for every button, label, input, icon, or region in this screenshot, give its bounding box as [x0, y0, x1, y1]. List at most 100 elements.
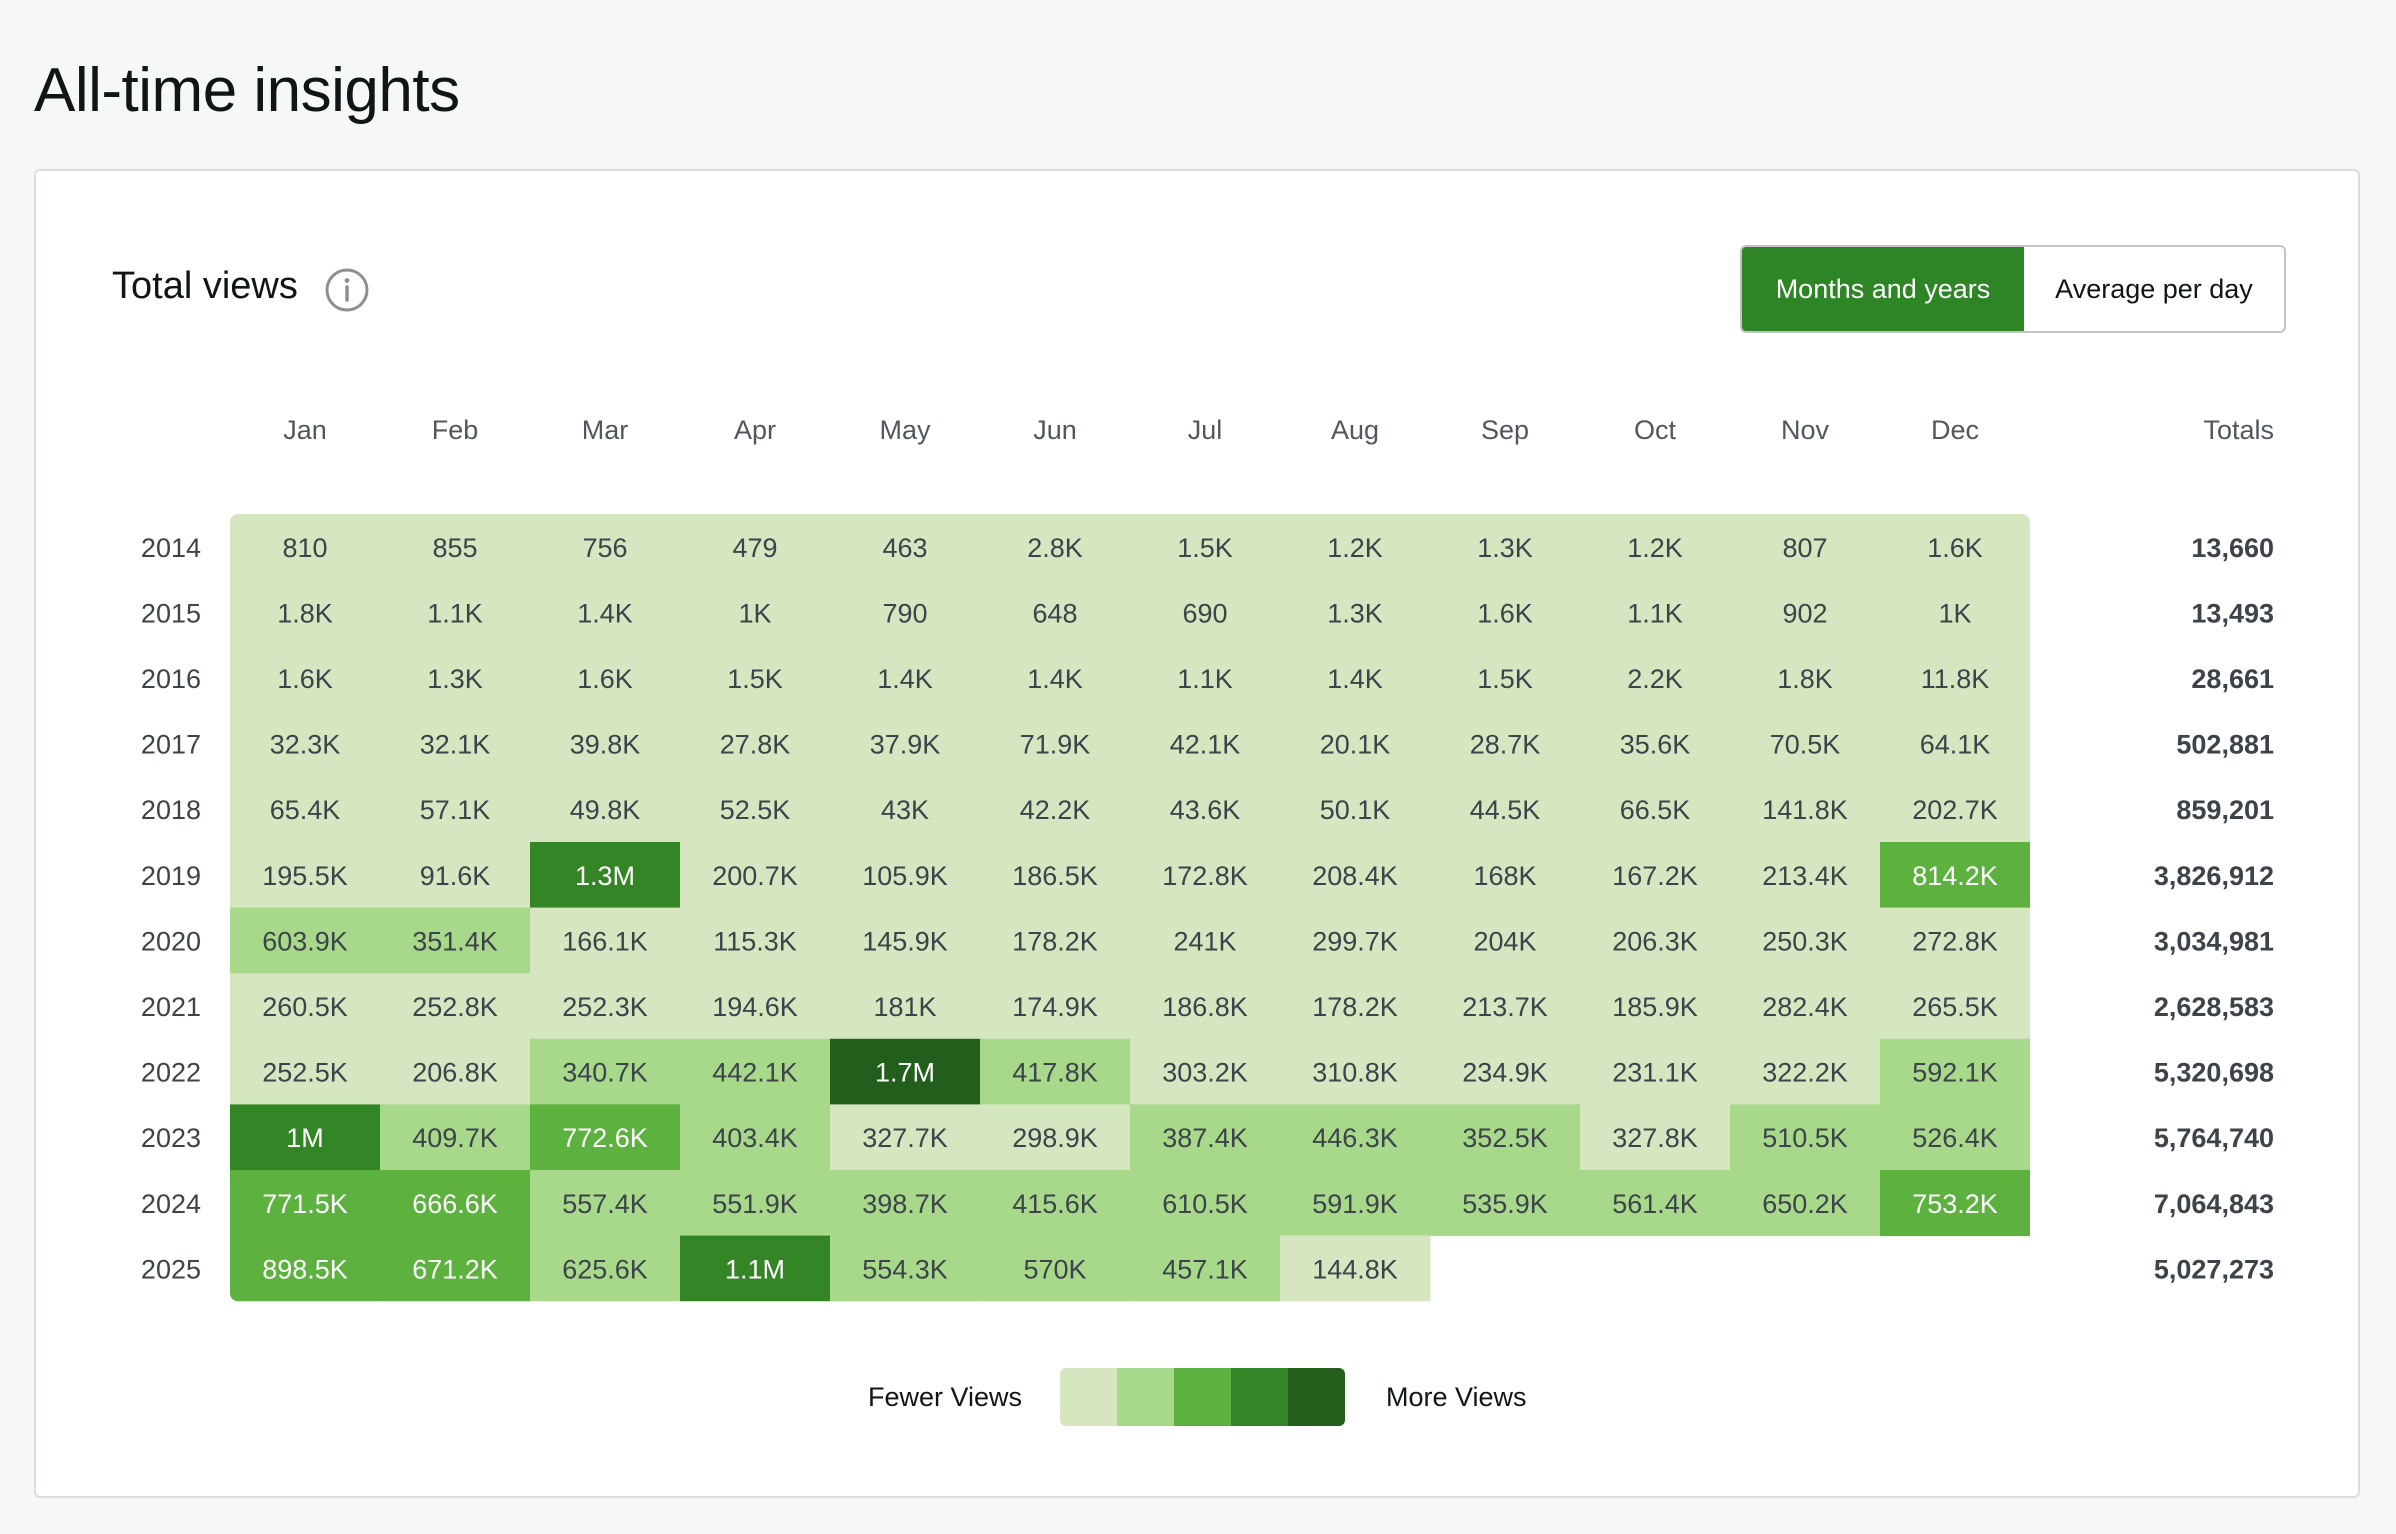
heatmap-cell[interactable]	[830, 907, 981, 974]
heatmap-cell[interactable]	[380, 579, 531, 646]
heatmap-cell[interactable]	[380, 645, 531, 712]
heatmap-cell[interactable]	[1880, 645, 2031, 712]
heatmap-cell[interactable]	[530, 1170, 681, 1237]
heatmap-cell[interactable]	[380, 776, 531, 843]
heatmap-cell[interactable]	[530, 710, 681, 777]
heatmap-cell[interactable]	[530, 1104, 681, 1171]
heatmap-cell[interactable]	[1130, 1038, 1281, 1105]
heatmap-cell[interactable]	[1580, 514, 1731, 581]
heatmap-cell[interactable]	[1280, 842, 1431, 909]
heatmap-cell[interactable]	[530, 776, 681, 843]
heatmap-cell[interactable]	[1280, 973, 1431, 1040]
heatmap-cell[interactable]	[980, 579, 1131, 646]
heatmap-cell[interactable]	[980, 842, 1131, 909]
heatmap-cell[interactable]	[380, 710, 531, 777]
heatmap-cell[interactable]	[530, 907, 681, 974]
heatmap-cell[interactable]	[1880, 579, 2031, 646]
heatmap-cell[interactable]	[1730, 1038, 1881, 1105]
heatmap-cell[interactable]	[1280, 710, 1431, 777]
heatmap-cell[interactable]	[830, 579, 981, 646]
heatmap-cell[interactable]	[1430, 776, 1581, 843]
heatmap-cell[interactable]	[1280, 776, 1431, 843]
heatmap-cell[interactable]	[980, 710, 1131, 777]
heatmap-cell[interactable]	[530, 1038, 681, 1105]
heatmap-cell[interactable]	[1430, 1038, 1581, 1105]
heatmap-cell[interactable]	[380, 514, 531, 581]
heatmap-cell[interactable]	[1880, 710, 2031, 777]
heatmap-cell[interactable]	[1130, 645, 1281, 712]
heatmap-cell[interactable]	[380, 1104, 531, 1171]
heatmap-cell[interactable]	[1580, 1104, 1731, 1171]
heatmap-cell[interactable]	[980, 645, 1131, 712]
heatmap-cell[interactable]	[530, 579, 681, 646]
heatmap-cell[interactable]	[1730, 842, 1881, 909]
heatmap-cell[interactable]	[1730, 1170, 1881, 1237]
months-and-years-button[interactable]: Months and years	[1742, 247, 2024, 331]
heatmap-cell[interactable]	[1880, 907, 2031, 974]
heatmap-cell[interactable]	[530, 842, 681, 909]
heatmap-cell[interactable]	[1280, 1038, 1431, 1105]
heatmap-cell[interactable]	[830, 1170, 981, 1237]
heatmap-cell[interactable]	[230, 1235, 381, 1302]
heatmap-cell[interactable]	[380, 842, 531, 909]
heatmap-cell[interactable]	[230, 842, 381, 909]
heatmap-cell[interactable]	[1580, 1038, 1731, 1105]
heatmap-cell[interactable]	[1880, 1104, 2031, 1171]
heatmap-cell[interactable]	[1430, 1170, 1581, 1237]
heatmap-cell[interactable]	[530, 973, 681, 1040]
heatmap-cell[interactable]	[1880, 842, 2031, 909]
heatmap-cell[interactable]	[1580, 842, 1731, 909]
heatmap-cell[interactable]	[830, 776, 981, 843]
heatmap-cell[interactable]	[680, 1038, 831, 1105]
heatmap-cell[interactable]	[980, 1170, 1131, 1237]
heatmap-cell[interactable]	[680, 907, 831, 974]
heatmap-cell[interactable]	[980, 776, 1131, 843]
heatmap-cell[interactable]	[1130, 1104, 1281, 1171]
heatmap-cell[interactable]	[1580, 776, 1731, 843]
heatmap-cell[interactable]	[230, 1038, 381, 1105]
heatmap-cell[interactable]	[1430, 579, 1581, 646]
heatmap-cell[interactable]	[230, 579, 381, 646]
heatmap-cell[interactable]	[1130, 1235, 1281, 1302]
heatmap-cell[interactable]	[230, 514, 381, 581]
heatmap-cell[interactable]	[230, 1170, 381, 1237]
heatmap-cell[interactable]	[680, 1235, 831, 1302]
heatmap-cell[interactable]	[1730, 907, 1881, 974]
info-circle-icon[interactable]	[324, 267, 370, 313]
heatmap-cell[interactable]	[680, 842, 831, 909]
heatmap-cell[interactable]	[1730, 645, 1881, 712]
heatmap-cell[interactable]	[530, 1235, 681, 1302]
heatmap-cell[interactable]	[530, 645, 681, 712]
heatmap-cell[interactable]	[1580, 710, 1731, 777]
heatmap-cell[interactable]	[1730, 1104, 1881, 1171]
heatmap-cell[interactable]	[230, 907, 381, 974]
heatmap-cell[interactable]	[830, 973, 981, 1040]
heatmap-cell[interactable]	[680, 973, 831, 1040]
heatmap-cell[interactable]	[980, 1235, 1131, 1302]
heatmap-cell[interactable]	[1130, 776, 1281, 843]
heatmap-cell[interactable]	[1580, 973, 1731, 1040]
heatmap-cell[interactable]	[230, 1104, 381, 1171]
heatmap-cell[interactable]	[1430, 842, 1581, 909]
heatmap-cell[interactable]	[230, 973, 381, 1040]
heatmap-cell[interactable]	[830, 710, 981, 777]
heatmap-cell[interactable]	[380, 1038, 531, 1105]
heatmap-cell[interactable]	[980, 907, 1131, 974]
heatmap-cell[interactable]	[830, 842, 981, 909]
heatmap-cell[interactable]	[1430, 973, 1581, 1040]
heatmap-cell[interactable]	[1130, 514, 1281, 581]
heatmap-cell[interactable]	[980, 1104, 1131, 1171]
heatmap-cell[interactable]	[230, 710, 381, 777]
heatmap-cell[interactable]	[230, 645, 381, 712]
heatmap-cell[interactable]	[1880, 1038, 2031, 1105]
heatmap-cell[interactable]	[1730, 514, 1881, 581]
heatmap-cell[interactable]	[230, 776, 381, 843]
heatmap-cell[interactable]	[1280, 907, 1431, 974]
heatmap-cell[interactable]	[1730, 710, 1881, 777]
heatmap-cell[interactable]	[1580, 579, 1731, 646]
heatmap-cell[interactable]	[1130, 710, 1281, 777]
heatmap-cell[interactable]	[380, 907, 531, 974]
heatmap-cell[interactable]	[1130, 579, 1281, 646]
heatmap-cell[interactable]	[1280, 579, 1431, 646]
heatmap-cell[interactable]	[1430, 710, 1581, 777]
